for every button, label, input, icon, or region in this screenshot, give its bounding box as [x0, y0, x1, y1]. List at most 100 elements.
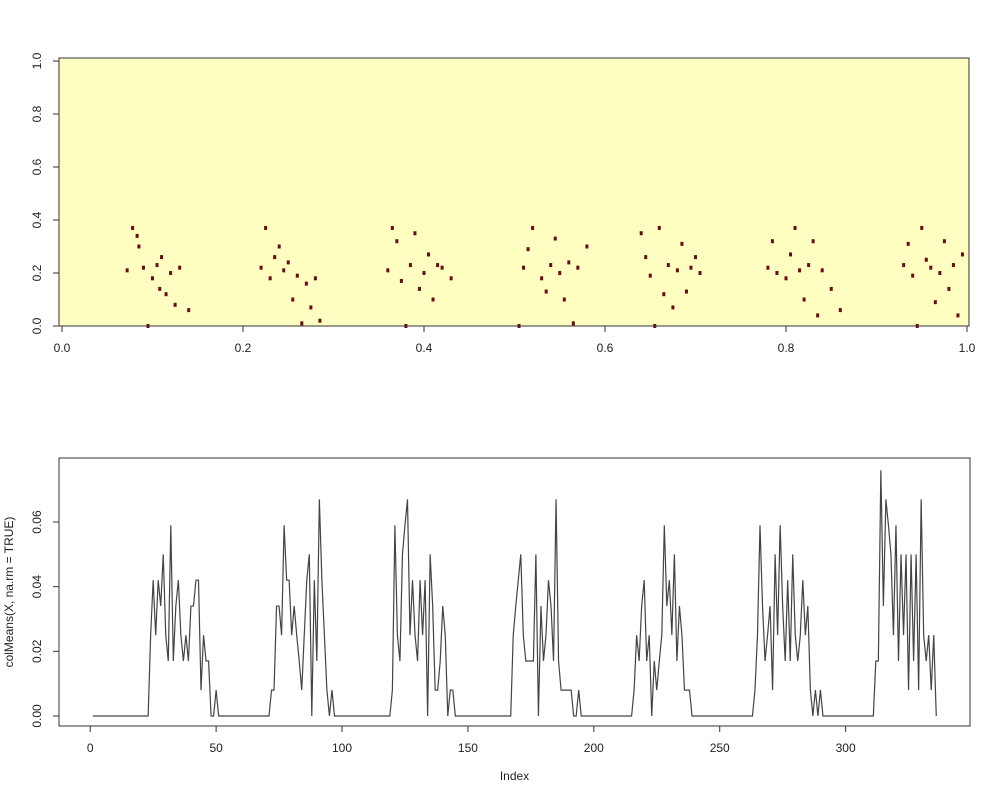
cell [933, 300, 937, 305]
cell [657, 225, 661, 230]
y-tick-label: 0.02 [30, 639, 44, 663]
cell [671, 305, 675, 310]
x-tick-label: 0 [87, 741, 94, 755]
x-tick-label: 0.0 [54, 341, 71, 355]
cell [816, 313, 820, 318]
cell [798, 268, 802, 273]
cell [413, 231, 417, 236]
cell [540, 276, 544, 281]
cell [160, 255, 164, 260]
cell [553, 236, 557, 241]
cell [155, 263, 159, 268]
cell [544, 289, 548, 294]
y-tick-label: 0.00 [30, 704, 44, 728]
cell [449, 276, 453, 281]
cell [436, 263, 440, 268]
cell [960, 252, 964, 257]
cell [562, 297, 566, 302]
cell [178, 265, 182, 270]
cell [318, 318, 322, 323]
cell [422, 271, 426, 275]
cell [684, 289, 688, 294]
cell [300, 321, 304, 326]
cell [829, 286, 833, 291]
cell [648, 273, 652, 278]
cell [784, 276, 788, 281]
cell [135, 233, 139, 238]
y-tick-label: 0.4 [30, 211, 44, 228]
cell [775, 271, 779, 275]
y-tick-label: 0.0 [30, 317, 44, 334]
cell [282, 268, 286, 273]
cell [567, 260, 571, 265]
x-tick-label: 200 [584, 741, 604, 755]
cell [662, 292, 666, 297]
cell [431, 297, 435, 302]
y-tick-label: 0.04 [30, 575, 44, 599]
cell [399, 278, 403, 283]
cell [187, 308, 191, 313]
y-tick-label: 0.2 [30, 264, 44, 281]
cell [644, 255, 648, 260]
cell [164, 292, 168, 297]
x-tick-label: 0.4 [416, 341, 433, 355]
x-tick-label: 50 [209, 741, 223, 755]
cell [259, 265, 263, 270]
data-line [92, 470, 937, 717]
plot-background [59, 58, 969, 326]
cell [440, 265, 444, 270]
cell [770, 239, 774, 244]
cell [131, 225, 135, 230]
cell [906, 241, 910, 246]
cell [173, 302, 177, 307]
cell [558, 271, 562, 275]
y-tick-label: 0.6 [30, 158, 44, 175]
y-tick-label: 1.0 [30, 52, 44, 69]
cell [576, 265, 580, 270]
cell [526, 247, 530, 252]
cell [802, 297, 806, 302]
x-tick-label: 0.6 [597, 341, 614, 355]
cell [158, 286, 162, 291]
x-tick-label: 150 [458, 741, 478, 755]
cell [137, 244, 141, 249]
x-tick-label: 300 [836, 741, 856, 755]
cell [675, 268, 679, 273]
cell [942, 239, 946, 244]
cell [277, 244, 281, 249]
cell [639, 231, 643, 236]
cell [807, 263, 811, 268]
x-tick-label: 250 [710, 741, 730, 755]
cell [571, 321, 575, 326]
plot-frame [58, 57, 970, 327]
y-tick-label: 0.8 [30, 105, 44, 122]
cell [427, 252, 431, 257]
cell [395, 239, 399, 244]
cell [766, 265, 770, 270]
x-tick-label: 1.0 [959, 341, 976, 355]
cell [789, 252, 793, 257]
cell [522, 265, 526, 270]
cell [911, 273, 915, 278]
cell [694, 255, 697, 260]
cell [956, 313, 960, 318]
cell [549, 263, 553, 268]
cell [531, 225, 535, 230]
cell [666, 263, 670, 268]
cell [793, 225, 797, 230]
cell [689, 265, 693, 270]
cell [169, 271, 173, 275]
cell [273, 255, 277, 260]
cell [698, 271, 702, 275]
y-axis-label: colMeans(X, na.rm = TRUE) [2, 517, 16, 668]
cell [938, 271, 942, 275]
cell [304, 281, 308, 286]
cell [390, 225, 394, 230]
cell [386, 268, 390, 273]
cell [951, 263, 955, 268]
cell [680, 241, 684, 246]
cell [291, 297, 295, 302]
cell [929, 265, 933, 270]
cell [286, 260, 290, 265]
